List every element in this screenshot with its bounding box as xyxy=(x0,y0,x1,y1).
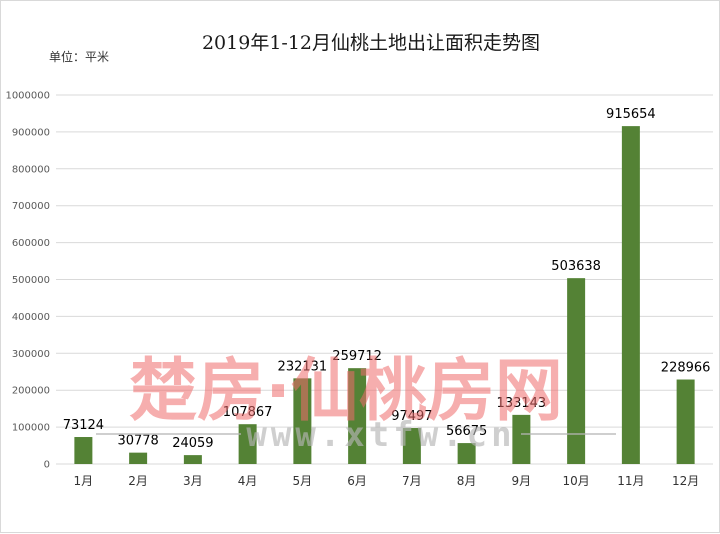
data-label: 228966 xyxy=(661,361,711,376)
y-tick-label: 200000 xyxy=(12,386,50,397)
bar xyxy=(676,379,695,464)
y-tick-label: 500000 xyxy=(12,275,50,286)
data-label: 232131 xyxy=(278,359,328,374)
y-tick-label: 100000 xyxy=(12,423,50,434)
bar xyxy=(293,378,312,464)
watermark: 楚房·仙桃房网 www.xtfw.cn xyxy=(96,352,616,455)
bar xyxy=(402,428,421,464)
x-tick-label: 9月 xyxy=(512,474,532,488)
x-tick-label: 1月 xyxy=(74,474,94,488)
unit-label: 单位：平米 xyxy=(49,49,109,64)
bar xyxy=(238,424,257,464)
x-tick-label: 5月 xyxy=(293,474,313,488)
data-label: 30778 xyxy=(117,434,158,449)
bar xyxy=(183,455,202,464)
x-tick-label: 12月 xyxy=(672,474,699,488)
bar xyxy=(129,452,148,464)
bar xyxy=(348,368,367,464)
y-tick-label: 800000 xyxy=(12,164,50,175)
watermark-main-text: 楚房·仙桃房网 xyxy=(129,352,563,431)
watermark-url-text: www.xtfw.cn xyxy=(246,415,515,455)
gridlines xyxy=(56,94,713,465)
y-tick-label: 700000 xyxy=(12,201,50,212)
x-tick-label: 11月 xyxy=(617,474,644,488)
y-tick-label: 300000 xyxy=(12,349,50,360)
y-axis-ticks: 0 100000 200000 300000 400000 500000 600000 700… xyxy=(5,91,50,471)
data-label: 24059 xyxy=(172,436,213,451)
bar xyxy=(567,278,586,464)
y-tick-label: 400000 xyxy=(12,312,50,323)
bar xyxy=(74,437,93,464)
x-axis-ticks: 1月 2月 3月 4月 5月 6月 7月 8月 9月 10月 11月 12月 xyxy=(74,474,700,488)
y-tick-label: 0 xyxy=(44,460,50,471)
y-tick-label: 600000 xyxy=(12,238,50,249)
bar xyxy=(457,443,476,464)
x-tick-label: 8月 xyxy=(457,474,477,488)
data-label: 915654 xyxy=(606,107,656,122)
bar xyxy=(621,126,640,465)
bar xyxy=(512,414,531,464)
data-label: 56675 xyxy=(446,424,487,439)
bars xyxy=(74,126,695,465)
chart-title: 2019年1-12月仙桃土地出让面积走势图 xyxy=(202,32,540,54)
data-label: 97497 xyxy=(391,409,432,424)
data-label: 107867 xyxy=(223,405,273,420)
data-label: 73124 xyxy=(63,418,104,433)
x-tick-label: 6月 xyxy=(347,474,367,488)
data-label: 133143 xyxy=(497,396,547,411)
data-label: 503638 xyxy=(551,259,601,274)
data-labels: 73124 30778 24059 107867 232131 259712 97497 56… xyxy=(63,107,711,451)
x-tick-label: 3月 xyxy=(183,474,203,488)
y-tick-label: 1000000 xyxy=(5,91,50,102)
x-tick-label: 2月 xyxy=(128,474,148,488)
x-tick-label: 7月 xyxy=(402,474,422,488)
y-tick-label: 900000 xyxy=(12,127,50,138)
x-tick-label: 4月 xyxy=(238,474,258,488)
x-tick-label: 10月 xyxy=(562,474,589,488)
data-label: 259712 xyxy=(332,349,382,364)
